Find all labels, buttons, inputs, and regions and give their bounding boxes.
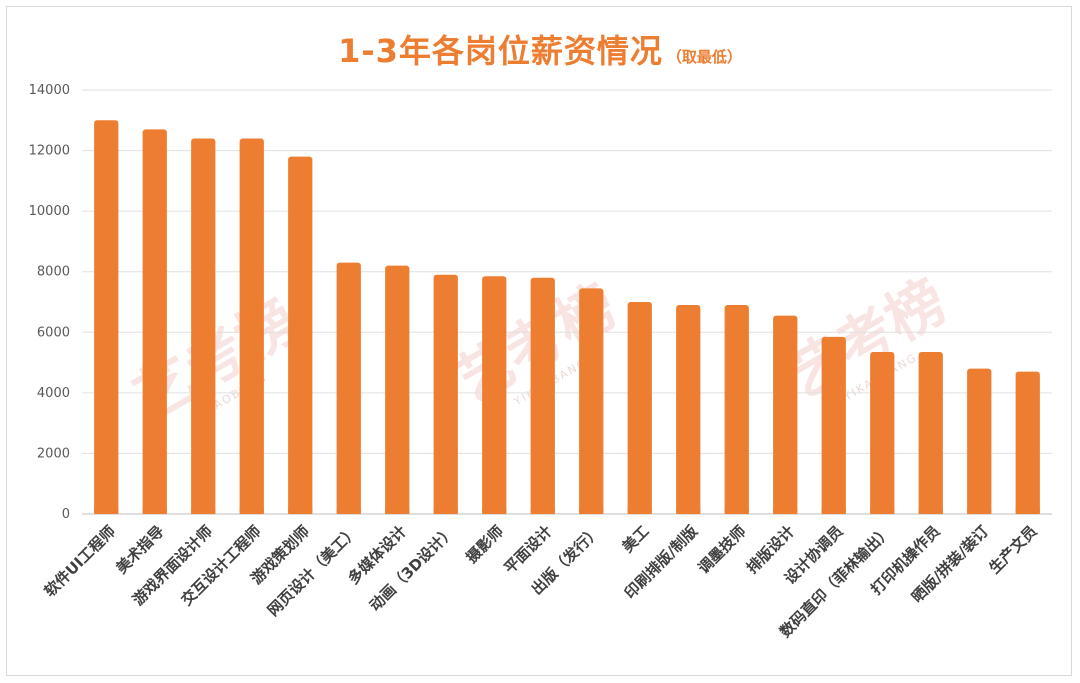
bar-base xyxy=(773,508,798,514)
bar xyxy=(1015,371,1040,514)
x-tick-label: 美工 xyxy=(619,522,653,556)
bar-base xyxy=(530,508,555,514)
bar-base xyxy=(579,508,604,514)
bar-base xyxy=(967,508,992,514)
bar xyxy=(142,129,167,514)
bar xyxy=(191,138,216,514)
bars xyxy=(94,120,1040,515)
bar xyxy=(724,305,749,514)
bar-base xyxy=(918,508,943,514)
bar xyxy=(579,288,604,514)
bar-base xyxy=(870,508,895,514)
bar xyxy=(967,368,992,514)
bar-base xyxy=(821,508,846,514)
bar-base xyxy=(724,508,749,514)
bar xyxy=(627,302,652,514)
bar-base xyxy=(94,508,119,514)
x-tick-label: 软件UI工程师 xyxy=(41,522,119,600)
bar-base xyxy=(385,508,410,514)
y-tick-label: 10000 xyxy=(29,204,70,219)
bar-base xyxy=(191,508,216,514)
chart-title-block: 1-3年各岗位薪资情况 （取最低） xyxy=(0,26,1080,72)
bar-base xyxy=(336,508,361,514)
bar-base xyxy=(288,508,313,514)
bar-base xyxy=(142,508,167,514)
bar xyxy=(385,265,410,514)
bar xyxy=(433,274,458,514)
chart-title: 1-3年各岗位薪资情况 xyxy=(338,32,663,70)
y-tick-label: 6000 xyxy=(37,325,70,340)
bar xyxy=(870,351,895,514)
bar-base xyxy=(433,508,458,514)
bar xyxy=(918,351,943,514)
x-tick-label: 生产文员 xyxy=(985,522,1040,577)
x-axis: 软件UI工程师美术指导游戏界面设计师交互设计工程师游戏策划师网页设计（美工）多媒… xyxy=(41,522,1041,641)
bar xyxy=(773,315,798,514)
bar xyxy=(336,262,361,514)
chart-subtitle: （取最低） xyxy=(666,48,742,66)
bar xyxy=(288,156,313,514)
bar-base xyxy=(676,508,701,514)
x-tick-label: 摄影师 xyxy=(463,522,508,567)
y-tick-label: 12000 xyxy=(29,144,70,159)
bar xyxy=(821,336,846,514)
y-tick-label: 0 xyxy=(62,507,70,522)
y-tick-label: 8000 xyxy=(37,265,70,280)
bar xyxy=(676,305,701,514)
bar-base xyxy=(482,508,507,514)
bar-base xyxy=(627,508,652,514)
bar xyxy=(482,276,507,514)
x-tick-label: 动画（3D设计） xyxy=(366,522,459,615)
x-tick-label: 调墨技师 xyxy=(694,522,749,577)
bar xyxy=(530,277,555,514)
x-tick-label: 网页设计（美工） xyxy=(264,522,362,620)
bar xyxy=(94,120,119,515)
y-tick-label: 14000 xyxy=(29,83,70,98)
y-tick-label: 2000 xyxy=(37,446,70,461)
y-tick-label: 4000 xyxy=(37,386,70,401)
bar-base xyxy=(239,508,264,514)
bar-base xyxy=(1015,508,1040,514)
y-axis: 0 2000 4000 6000 8000 10000 12000 14000 xyxy=(29,83,70,522)
bar xyxy=(239,138,264,514)
